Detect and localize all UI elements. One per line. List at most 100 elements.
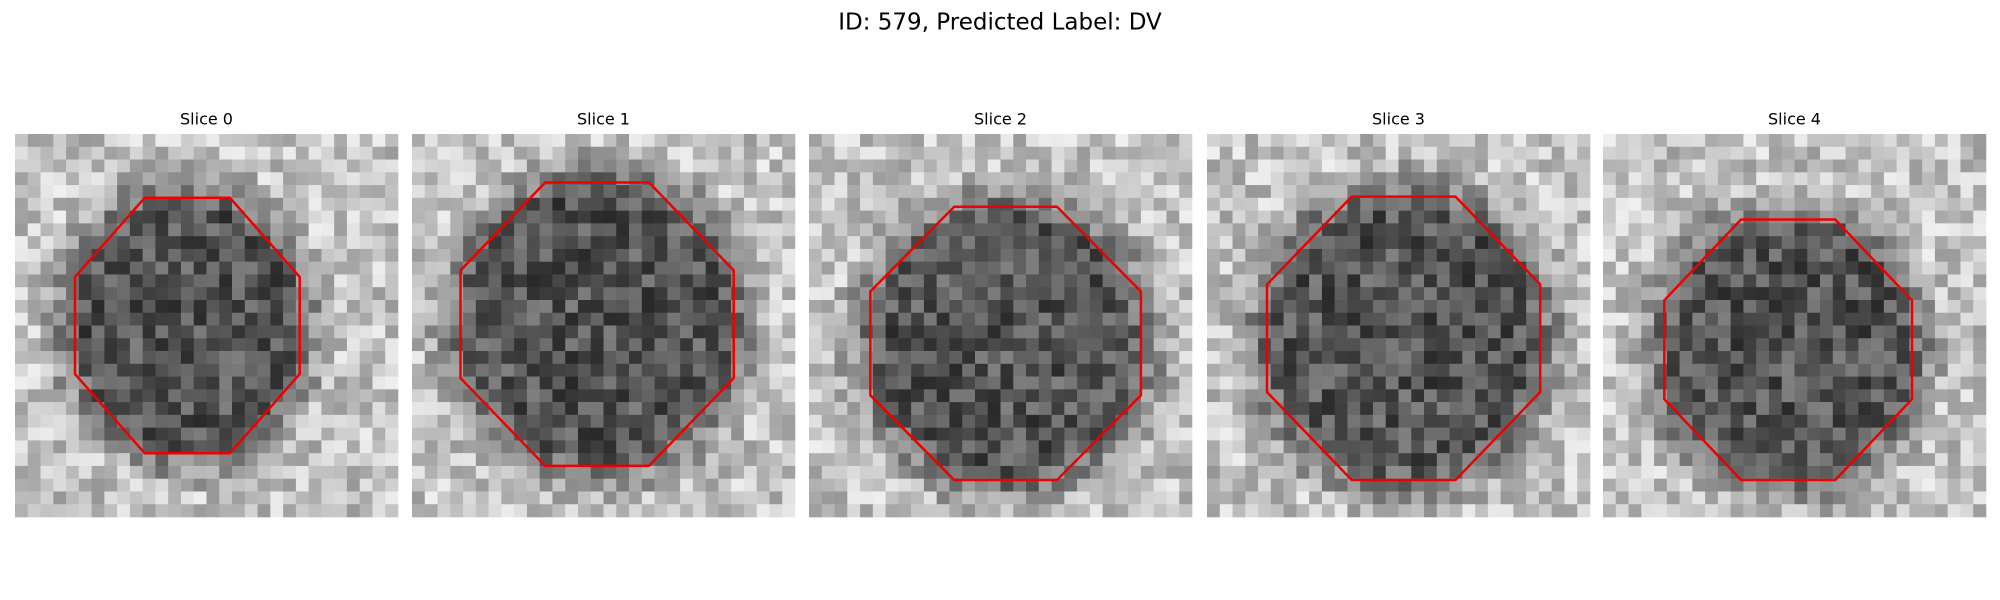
pixel <box>66 440 80 454</box>
pixel <box>1871 465 1885 479</box>
pixel <box>91 248 105 262</box>
pixel <box>1219 465 1233 479</box>
pixel <box>1128 312 1142 326</box>
pixel <box>514 172 528 186</box>
pixel <box>372 414 386 428</box>
pixel <box>1960 389 1974 403</box>
pixel <box>1717 172 1731 186</box>
pixel <box>27 351 41 365</box>
pixel <box>1564 376 1578 390</box>
pixel <box>1347 197 1361 211</box>
pixel <box>1871 376 1885 390</box>
pixel <box>1603 376 1617 390</box>
pixel <box>1615 453 1629 467</box>
pixel <box>1424 414 1438 428</box>
pixel <box>244 363 258 377</box>
pixel <box>424 299 438 314</box>
pixel <box>437 440 451 454</box>
pixel <box>962 159 976 173</box>
pixel <box>1947 274 1961 288</box>
pixel <box>1743 389 1757 403</box>
pixel <box>1232 312 1246 326</box>
pixel <box>1013 287 1027 301</box>
pixel <box>308 210 322 224</box>
pixel <box>860 223 874 237</box>
pixel <box>1334 312 1348 326</box>
pixel <box>1038 351 1052 365</box>
pixel <box>718 465 732 479</box>
pixel <box>1296 363 1310 377</box>
pixel <box>15 325 29 339</box>
pixel <box>257 134 271 148</box>
pixel <box>1309 414 1323 428</box>
pixel <box>936 440 950 454</box>
pixel <box>756 338 770 352</box>
pixel <box>1153 274 1167 288</box>
pixel <box>834 376 848 390</box>
pixel <box>769 312 783 326</box>
pixel <box>1717 134 1731 148</box>
pixel <box>1973 402 1987 416</box>
pixel <box>1615 363 1629 377</box>
pixel <box>1436 363 1450 377</box>
pixel <box>1321 376 1335 390</box>
pixel <box>1551 504 1565 518</box>
pixel <box>1807 287 1821 301</box>
pixel <box>1077 402 1091 416</box>
pixel <box>552 312 566 326</box>
pixel <box>1820 465 1834 479</box>
pixel <box>27 197 41 211</box>
pixel <box>270 248 284 262</box>
pixel <box>295 389 309 403</box>
pixel <box>1666 134 1680 148</box>
pixel <box>104 134 118 148</box>
pixel <box>142 363 156 377</box>
pixel <box>885 134 899 148</box>
pixel <box>577 338 592 352</box>
pixel <box>180 389 195 403</box>
pixel <box>603 338 617 352</box>
pixel <box>1679 363 1693 377</box>
pixel <box>53 185 67 199</box>
pixel <box>1871 172 1885 186</box>
pixel <box>1577 185 1591 199</box>
pixel <box>334 159 348 173</box>
pixel <box>1000 478 1014 492</box>
pixel <box>244 261 258 275</box>
pixel <box>1207 261 1221 275</box>
pixel <box>1756 236 1770 250</box>
pixel <box>923 491 937 505</box>
pixel <box>385 491 399 505</box>
pixel <box>1883 197 1897 211</box>
pixel <box>1832 325 1846 339</box>
pixel <box>1411 236 1425 250</box>
pixel <box>1347 146 1361 160</box>
pixel <box>616 453 630 467</box>
pixel <box>15 172 29 186</box>
pixel <box>1960 491 1974 505</box>
pixel <box>1487 465 1501 479</box>
pixel <box>1334 197 1348 211</box>
pixel <box>1398 491 1412 505</box>
pixel <box>987 478 1001 492</box>
pixel <box>1832 427 1846 441</box>
pixel <box>129 440 143 454</box>
pixel <box>1603 185 1617 199</box>
pixel <box>911 427 925 441</box>
pixel <box>1603 389 1617 403</box>
pixel <box>1436 248 1450 262</box>
pixel <box>437 325 451 339</box>
pixel <box>1411 146 1425 160</box>
pixel <box>936 427 950 441</box>
pixel <box>821 440 835 454</box>
pixel <box>1270 299 1284 314</box>
pixel <box>450 402 464 416</box>
pixel <box>1896 504 1910 518</box>
pixel <box>1692 402 1706 416</box>
pixel <box>769 338 783 352</box>
pixel <box>974 236 989 250</box>
pixel <box>1973 389 1987 403</box>
pixel <box>1207 248 1221 262</box>
pixel <box>1781 427 1795 441</box>
